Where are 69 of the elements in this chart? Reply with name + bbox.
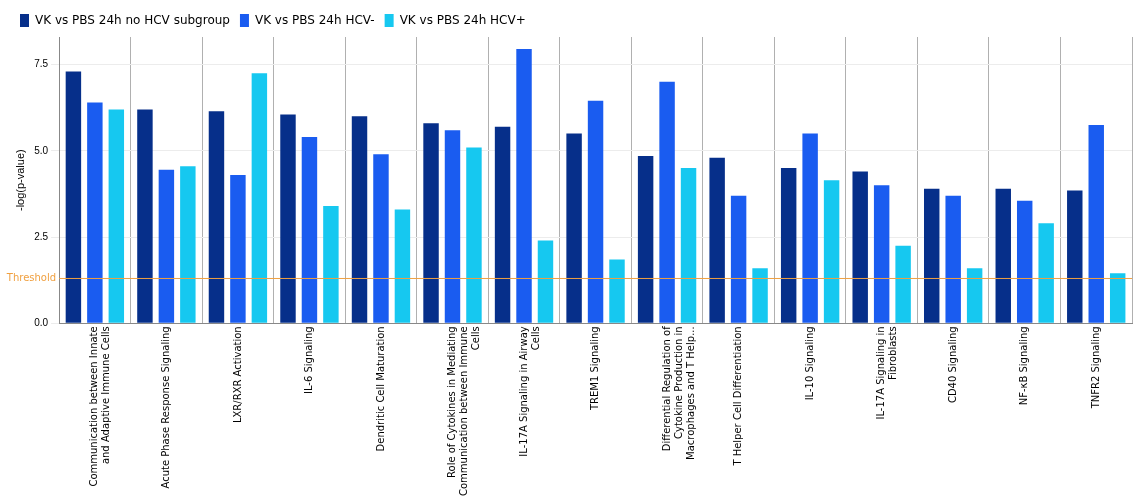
- bar: [1067, 190, 1083, 323]
- bar: [852, 171, 868, 323]
- bar: [137, 109, 153, 323]
- bar: [659, 81, 675, 323]
- bar: [566, 133, 582, 323]
- x-tick-label: Acute Phase Response Signaling: [159, 326, 171, 489]
- y-tick-label: 7.5: [34, 58, 49, 70]
- bar: [1038, 223, 1054, 323]
- bar: [924, 188, 940, 323]
- x-tick-label: Communication between Innate and Adaptive Immune Cells: [88, 326, 112, 487]
- bar: [780, 168, 797, 323]
- bar: [65, 71, 82, 323]
- bar: [373, 154, 389, 323]
- x-tick-label: IL-6 Signaling: [303, 326, 315, 395]
- x-tick-label: Role of Cytokines in Mediating Communication between Immune Cells: [446, 326, 482, 497]
- bar: [752, 268, 768, 323]
- y-tick-label: 5.0: [34, 144, 49, 156]
- bar: [823, 180, 840, 323]
- bar: [208, 111, 225, 323]
- legend-label: VK vs PBS 24h HCV-: [254, 12, 375, 27]
- x-tick-label: IL-17A Signaling in Fibroblasts: [875, 326, 899, 420]
- bar: [730, 195, 747, 323]
- bar: [537, 240, 554, 323]
- x-tick-label: LXR/RXR Activation: [231, 326, 243, 424]
- legend-label: VK vs PBS 24h no HCV subgroup: [35, 12, 230, 27]
- x-tick-label: Differential Regulation of Cytokine Production in Macrophages and T Help...: [660, 325, 696, 460]
- bar: [444, 130, 461, 323]
- bar: [587, 100, 604, 323]
- bar: [516, 49, 532, 323]
- bar: [995, 188, 1011, 323]
- bar: [466, 147, 482, 323]
- y-tick-label: 2.5: [34, 230, 49, 242]
- x-tick-label: T Helper Cell Differentiation: [732, 326, 744, 467]
- bar: [251, 73, 268, 323]
- bar: [180, 166, 196, 323]
- y-axis-title: -log(p-value): [13, 149, 26, 212]
- x-tick-label: IL-17A Signaling in Airway Cells: [517, 326, 541, 457]
- bar: [394, 209, 411, 323]
- ref-line-label: Threshold: [5, 272, 57, 284]
- x-tick-label: TREM1 Signaling: [589, 326, 601, 412]
- x-tick-label: TNFR2 Signaling: [1089, 326, 1101, 410]
- bar: [301, 137, 318, 323]
- bar: [230, 174, 246, 323]
- bar: [895, 245, 911, 323]
- bar: [494, 126, 511, 323]
- bar: [945, 195, 961, 323]
- x-tick-label: CD40 Signaling: [946, 326, 958, 404]
- bar: [680, 168, 697, 323]
- bar: [158, 169, 175, 323]
- legend-label: VK vs PBS 24h HCV+: [399, 12, 526, 27]
- y-tick-label: 0.0: [34, 317, 49, 329]
- bar: [637, 156, 654, 323]
- x-tick-label: NF-κB Signaling: [1018, 326, 1030, 406]
- bar: [351, 116, 368, 323]
- bar: [802, 133, 818, 323]
- bar: [1016, 200, 1033, 323]
- x-tick-label: Dendritic Cell Maturation: [374, 326, 386, 452]
- x-tick-label: IL-10 Signaling: [803, 326, 815, 401]
- bar: [87, 102, 103, 323]
- bar: [280, 114, 296, 323]
- bar: [609, 259, 625, 323]
- bar: [873, 185, 890, 323]
- bar: [423, 123, 439, 323]
- bar: [966, 268, 983, 323]
- bar: [108, 109, 125, 323]
- bar: [1109, 273, 1126, 323]
- bar: [1088, 124, 1104, 323]
- bar: [709, 157, 725, 323]
- bar: [323, 206, 339, 323]
